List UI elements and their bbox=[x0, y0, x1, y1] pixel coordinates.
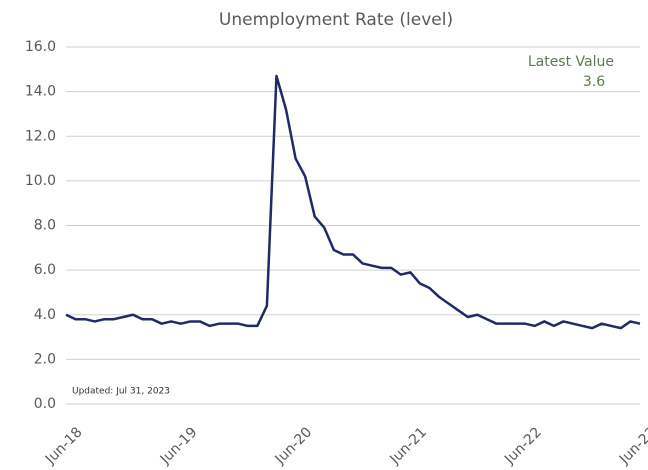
y-tick-label: 4.0 bbox=[34, 307, 56, 323]
chart-title: Unemployment Rate (level) bbox=[219, 10, 453, 30]
y-tick-label: 12.0 bbox=[25, 128, 56, 144]
y-tick-label: 14.0 bbox=[25, 84, 56, 100]
x-tick-label: Jun-19 bbox=[157, 424, 201, 468]
data-line bbox=[65, 74, 641, 330]
x-tick-label: Jun-21 bbox=[386, 424, 430, 468]
y-tick-label: 8.0 bbox=[34, 218, 56, 234]
x-tick-label: Jun-20 bbox=[272, 424, 316, 468]
x-tick-label: Jun-18 bbox=[42, 424, 86, 468]
x-tick-label: Jun-23 bbox=[616, 424, 648, 468]
y-tick-label: 16.0 bbox=[25, 39, 56, 55]
latest-value-label: Latest Value bbox=[528, 54, 614, 70]
x-tick-label: Jun-22 bbox=[501, 424, 545, 468]
annotation: Updated: Jul 31, 2023 bbox=[72, 387, 170, 397]
latest-value: 3.6 bbox=[583, 74, 605, 90]
y-tick-label: 6.0 bbox=[34, 262, 56, 278]
y-tick-label: 2.0 bbox=[34, 351, 56, 367]
y-tick-label: 10.0 bbox=[25, 173, 56, 189]
y-tick-label: 0.0 bbox=[34, 396, 56, 412]
